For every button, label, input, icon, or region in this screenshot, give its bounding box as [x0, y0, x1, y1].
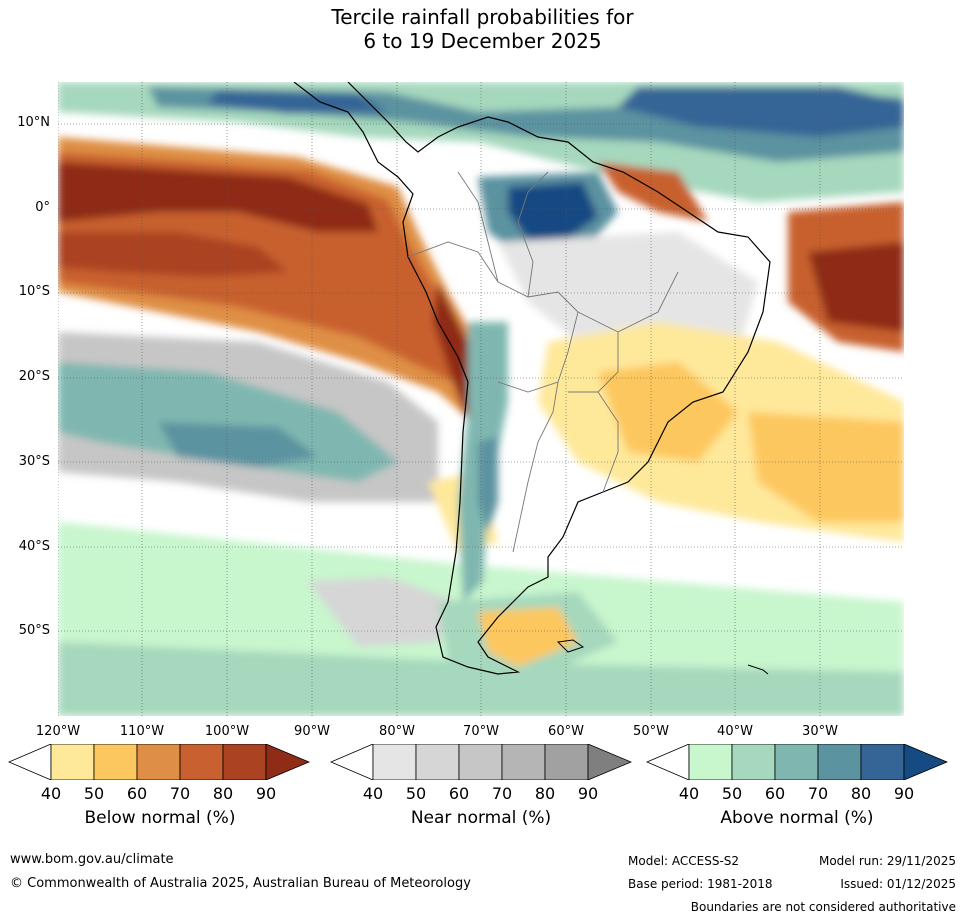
probability-map	[58, 82, 904, 716]
colorbar-segment	[860, 744, 905, 780]
colorbar-segment	[544, 744, 589, 780]
colorbar-segment	[179, 744, 224, 780]
colorbar-tick-label: 80	[534, 784, 556, 803]
colorbar-segment	[646, 744, 690, 780]
colorbar-tick-label: 60	[126, 784, 148, 803]
lon-label-70w: 70°W	[463, 724, 499, 739]
lat-label-10n: 10°N	[17, 115, 50, 130]
colorbar-tick-label: 70	[491, 784, 513, 803]
colorbar-segment	[265, 744, 310, 780]
above-normal-north-dark	[618, 87, 904, 137]
colorbar-above-normal	[646, 744, 948, 780]
lon-label-50w: 50°W	[633, 724, 669, 739]
colorbar-segment	[222, 744, 267, 780]
colorbar-segment	[774, 744, 819, 780]
colorbar-segment	[93, 744, 138, 780]
colorbar-tick-label: 50	[721, 784, 743, 803]
colorbar-near-title: Near normal (%)	[410, 808, 552, 828]
colorbar-tick-label: 90	[255, 784, 277, 803]
lon-label-40w: 40°W	[717, 724, 753, 739]
colorbar-segment	[458, 744, 503, 780]
colorbar-segment	[817, 744, 862, 780]
lon-label-60w: 60°W	[548, 724, 584, 739]
lat-label-30s: 30°S	[18, 454, 50, 469]
colorbar-segment	[8, 744, 52, 780]
colorbar-tick-label: 90	[893, 784, 915, 803]
colorbar-segment	[587, 744, 632, 780]
colorbar-near-normal	[330, 744, 632, 780]
falkland-islands	[556, 639, 585, 653]
south-georgia	[747, 664, 769, 675]
colorbar-tick-label: 40	[362, 784, 384, 803]
base-period: Base period: 1981-2018	[628, 877, 773, 891]
issued-date: Issued: 01/12/2025	[840, 877, 956, 891]
colorbar-below-normal	[8, 744, 310, 780]
colorbar-segment	[50, 744, 95, 780]
colorbar-segment	[903, 744, 948, 780]
colorbar-tick-label: 50	[405, 784, 427, 803]
lon-label-100w: 100°W	[204, 724, 250, 739]
boundaries-disclaimer: Boundaries are not considered authoritat…	[690, 900, 956, 914]
colorbar-segment	[415, 744, 460, 780]
colorbar-tick-label: 40	[678, 784, 700, 803]
colorbar-tick-label: 50	[83, 784, 105, 803]
website-link[interactable]: www.bom.gov.au/climate	[10, 852, 174, 867]
colorbar-tick-label: 90	[577, 784, 599, 803]
colorbar-tick-label: 80	[212, 784, 234, 803]
colorbar-tick-label: 70	[807, 784, 829, 803]
coastline	[293, 82, 771, 675]
colorbar-segment	[731, 744, 776, 780]
lat-label-50s: 50°S	[18, 623, 50, 638]
lon-label-90w: 90°W	[294, 724, 330, 739]
colorbar-segment	[688, 744, 733, 780]
lon-label-120w: 120°W	[35, 724, 81, 739]
lat-label-10s: 10°S	[18, 284, 50, 299]
country-borders	[407, 171, 679, 553]
colorbar-tick-label: 40	[40, 784, 62, 803]
colorbar-segment	[501, 744, 546, 780]
lon-label-30w: 30°W	[802, 724, 838, 739]
lat-label-0: 0°	[35, 200, 50, 215]
colorbar-segment	[136, 744, 181, 780]
colorbar-tick-label: 80	[850, 784, 872, 803]
colorbar-below-title: Below normal (%)	[84, 808, 236, 828]
colorbar-above-title: Above normal (%)	[720, 808, 874, 828]
graticule	[58, 82, 904, 716]
model-name: Model: ACCESS-S2	[628, 854, 740, 868]
colorbar-tick-label: 60	[764, 784, 786, 803]
colorbar-tick-label: 70	[169, 784, 191, 803]
colorbar-tick-label: 60	[448, 784, 470, 803]
colorbar-segment	[330, 744, 374, 780]
lat-label-40s: 40°S	[18, 539, 50, 554]
model-run-date: Model run: 29/11/2025	[818, 854, 956, 868]
lat-label-20s: 20°S	[18, 369, 50, 384]
map-title-line1: Tercile rainfall probabilities for	[331, 5, 634, 29]
colorbar-segment	[372, 744, 417, 780]
copyright-text: © Commonwealth of Australia 2025, Austra…	[10, 876, 471, 891]
lon-label-80w: 80°W	[379, 724, 415, 739]
lon-label-110w: 110°W	[119, 724, 165, 739]
map-title-line2: 6 to 19 December 2025	[363, 29, 602, 53]
